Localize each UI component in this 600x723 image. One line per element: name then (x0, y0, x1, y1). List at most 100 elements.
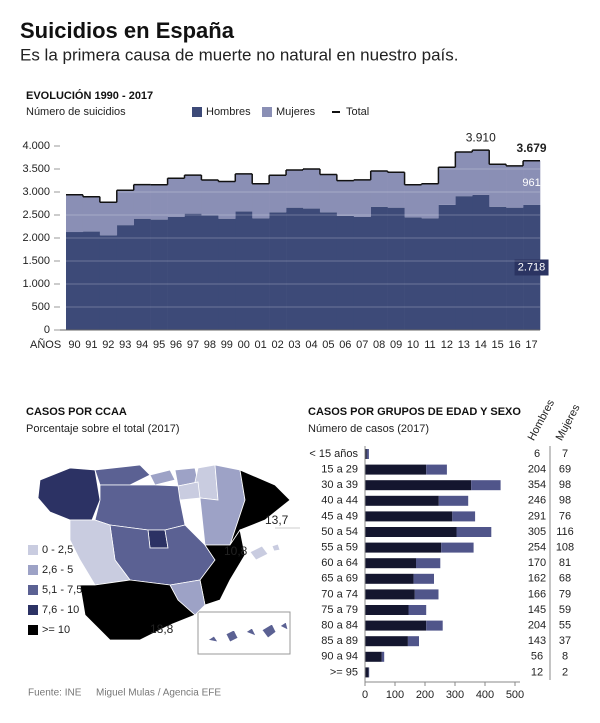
x-tick-label: 96 (170, 339, 182, 351)
bar-segment (387, 172, 405, 208)
bar-segment (370, 170, 388, 207)
bar-segment (387, 207, 405, 330)
value-text: 170 (528, 557, 546, 569)
x-axis-label: AÑOS (30, 338, 61, 351)
x-tick-label: 17 (525, 339, 537, 351)
bar-segment (218, 181, 236, 219)
x-tick-label: 02 (271, 339, 283, 351)
legend-label: Total (346, 106, 369, 118)
bar-segment (416, 558, 441, 569)
bar-segment (404, 184, 422, 218)
bar-segment (150, 184, 168, 220)
bar-segment (252, 183, 270, 219)
region (79, 579, 196, 641)
bar-segment (365, 511, 453, 522)
x-tick-label: 400 (476, 689, 494, 701)
bar-segment (201, 215, 219, 330)
bar-segment (472, 150, 490, 195)
legend-swatch (28, 585, 38, 595)
bar-segment (441, 542, 474, 553)
value-text: 79 (559, 588, 571, 600)
bar-segment (523, 160, 541, 205)
category-label: >= 95 (330, 666, 358, 678)
bar-segment (286, 170, 304, 208)
value-text: 354 (528, 479, 546, 491)
region (37, 467, 101, 521)
value-text: 37 (559, 635, 571, 647)
value-text: 204 (528, 464, 546, 476)
y-tick-label: 500 (32, 301, 50, 313)
value-text: 8 (562, 651, 568, 663)
category-label: 90 a 94 (321, 651, 358, 663)
bar-segment (218, 218, 236, 330)
bar-segment (365, 542, 442, 553)
legend-swatch (192, 107, 202, 117)
bar-segment (365, 605, 409, 615)
legend-label: 2,6 - 5 (42, 564, 73, 576)
category-label: < 15 años (309, 448, 358, 460)
region (206, 621, 289, 643)
bar-segment (353, 216, 372, 330)
data-label: 3.910 (466, 130, 496, 144)
bar-segment (408, 605, 427, 615)
value-text: 81 (559, 557, 571, 569)
value-text: 12 (531, 666, 543, 678)
legend-swatch (28, 625, 38, 635)
data-label: 3.679 (517, 141, 547, 155)
region-label: 10,8 (224, 544, 248, 558)
bar-segment (184, 175, 202, 214)
x-tick-label: 10 (407, 339, 419, 351)
bar-segment (365, 449, 367, 459)
x-tick-label: 97 (187, 339, 199, 351)
credit: Miguel Mulas / Agencia EFE (96, 688, 221, 699)
x-tick-label: 03 (288, 339, 300, 351)
x-tick-label: 99 (221, 339, 233, 351)
x-tick-label: 500 (506, 689, 524, 701)
category-label: 65 a 69 (321, 573, 358, 585)
value-text: 76 (559, 510, 571, 522)
bar-segment (366, 449, 369, 459)
legend-label: Mujeres (276, 106, 316, 118)
bar-segment (472, 194, 490, 330)
value-text: 56 (531, 651, 543, 663)
bar-segment (414, 589, 439, 600)
value-text: 2 (562, 666, 568, 678)
bar-segment (506, 165, 524, 208)
bar-segment (471, 480, 501, 491)
bar-segment (99, 235, 118, 330)
bar-segment (235, 173, 253, 212)
x-tick-label: 00 (238, 339, 250, 351)
bar-segment (336, 215, 355, 330)
bar-segment (319, 212, 338, 330)
bar-segment (421, 183, 439, 219)
bar-segment (319, 174, 338, 213)
value-text: 246 (528, 495, 546, 507)
region (249, 543, 281, 561)
legend-swatch (262, 107, 272, 117)
x-tick-label: 12 (441, 339, 453, 351)
category-label: 55 a 59 (321, 542, 358, 554)
bar-segment (365, 667, 369, 678)
bar-segment (150, 219, 168, 330)
bar-segment (235, 211, 253, 330)
column-header: Mujeres (554, 402, 583, 443)
bar-segment (82, 196, 101, 232)
x-tick-label: 94 (136, 339, 148, 351)
bar-segment (426, 620, 443, 631)
bar-segment (456, 527, 492, 537)
bar-segment (452, 511, 476, 522)
x-tick-label: 16 (508, 339, 520, 351)
region (149, 469, 176, 486)
y-tick-label: 3.000 (22, 186, 50, 198)
x-tick-label: 0 (362, 689, 368, 701)
x-tick-label: 93 (119, 339, 131, 351)
bar-segment (489, 206, 507, 330)
bar-segment (365, 464, 427, 475)
bar-segment (381, 651, 385, 662)
bar-segment (455, 196, 473, 330)
legend-label: >= 10 (42, 624, 70, 636)
legend-label: Hombres (206, 106, 251, 118)
bar-segment (286, 207, 304, 330)
bar-segment (455, 151, 473, 197)
bar-segment (167, 216, 185, 330)
